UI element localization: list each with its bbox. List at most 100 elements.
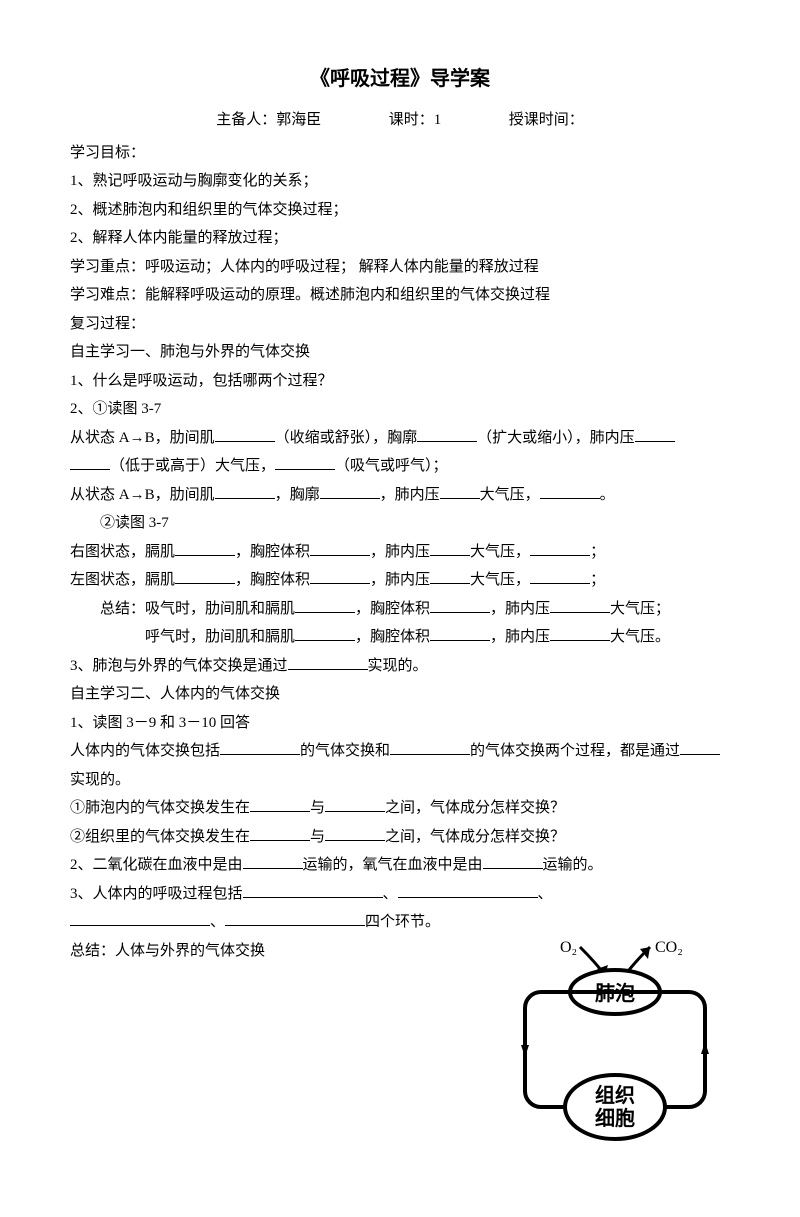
summary-inhale: 总结：吸气时，肋间肌和膈肌 ，胸腔体积 ，肺内压 大气压； — [70, 595, 730, 624]
text: 右图状态，膈肌 — [70, 544, 175, 560]
text: 与 — [310, 800, 325, 816]
text: 运输的。 — [543, 857, 603, 873]
svg-text:细胞: 细胞 — [595, 1106, 635, 1130]
question-1: 1、什么是呼吸运动，包括哪两个过程？ — [70, 367, 730, 396]
text: 大气压， — [480, 487, 540, 503]
text: 大气压， — [470, 572, 530, 588]
text: 实现的。 — [368, 658, 428, 674]
question-2a: 2、①读图 3-7 — [70, 395, 730, 424]
text: 四个环节。 — [365, 914, 440, 930]
blank — [243, 853, 303, 869]
text: （低于或高于）大气压， — [110, 458, 275, 474]
blank — [390, 739, 470, 755]
text: ②组织里的气体交换发生在 — [70, 829, 250, 845]
blank — [310, 540, 370, 556]
period: 1 — [434, 106, 442, 135]
blank — [175, 568, 235, 584]
text: 之间，气体成分怎样交换？ — [385, 800, 565, 816]
section-2-heading: 自主学习二、人体内的气体交换 — [70, 680, 730, 709]
text: （吸气或呼气）； — [335, 458, 448, 474]
blank — [680, 739, 720, 755]
blank — [215, 426, 275, 442]
text: 与 — [310, 829, 325, 845]
text: ，胸腔体积 — [355, 629, 430, 645]
blank — [550, 597, 610, 613]
text: 的气体交换和 — [300, 743, 390, 759]
goal-1: 1、熟记呼吸运动与胸廓变化的关系； — [70, 167, 730, 196]
blank — [220, 739, 300, 755]
period-label: 课时： — [389, 106, 434, 135]
blank — [430, 597, 490, 613]
text: 呼气时，肋间肌和膈肌 — [145, 629, 295, 645]
text: ； — [590, 544, 605, 560]
text: ，胸廓 — [275, 487, 320, 503]
text: ，肺内压 — [490, 601, 550, 617]
difficulties: 学习难点：能解释呼吸运动的原理。概述肺泡内和组织里的气体交换过程 — [70, 281, 730, 310]
text: ，胸腔体积 — [235, 572, 310, 588]
text: 2、二氧化碳在血液中是由 — [70, 857, 243, 873]
blank — [310, 568, 370, 584]
blank — [483, 853, 543, 869]
text: 左图状态，膈肌 — [70, 572, 175, 588]
page-title: 《呼吸过程》导学案 — [70, 60, 730, 98]
text: ①肺泡内的气体交换发生在 — [70, 800, 250, 816]
gas-exchange-diagram: O₂ CO₂ 肺泡 组织 细胞 — [500, 937, 730, 1158]
text: 大气压， — [470, 544, 530, 560]
blank — [215, 483, 275, 499]
blank — [417, 426, 477, 442]
blank — [430, 568, 470, 584]
blank — [430, 540, 470, 556]
text: 、 — [538, 886, 553, 902]
author-label: 主备人： — [216, 106, 276, 135]
question-4: 1、读图 3－9 和 3－10 回答 — [70, 709, 730, 738]
blank — [225, 910, 365, 926]
question-2d: ②读图 3-7 — [70, 509, 730, 538]
review-heading: 复习过程： — [70, 310, 730, 339]
text: ，胸腔体积 — [355, 601, 430, 617]
text: 之间，气体成分怎样交换？ — [385, 829, 565, 845]
text: ，肺内压 — [490, 629, 550, 645]
text: （收缩或舒张），胸廓 — [275, 430, 418, 446]
blank — [530, 568, 590, 584]
blank — [250, 825, 310, 841]
question-2f: 左图状态，膈肌 ，胸腔体积 ，肺内压 大气压， ； — [70, 566, 730, 595]
text: 、 — [383, 886, 398, 902]
text: 总结：吸气时，肋间肌和膈肌 — [100, 601, 295, 617]
time-label: 授课时间： — [509, 106, 584, 135]
question-2b-line2: （低于或高于）大气压， （吸气或呼气）； — [70, 452, 730, 481]
blank — [243, 882, 383, 898]
blank — [175, 540, 235, 556]
blank — [540, 483, 600, 499]
blank — [440, 483, 480, 499]
blank — [635, 426, 675, 442]
section-1-heading: 自主学习一、肺泡与外界的气体交换 — [70, 338, 730, 367]
question-3: 3、肺泡与外界的气体交换是通过 实现的。 — [70, 652, 730, 681]
text: 3、肺泡与外界的气体交换是通过 — [70, 658, 288, 674]
question-4a-line1: 人体内的气体交换包括的气体交换和的气体交换两个过程，都是通过 — [70, 737, 730, 766]
text: ； — [590, 572, 605, 588]
text: 大气压； — [610, 601, 670, 617]
blank — [275, 454, 335, 470]
text: （扩大或缩小），肺内压 — [477, 430, 635, 446]
question-2e: 右图状态，膈肌，胸腔体积，肺内压大气压，； — [70, 538, 730, 567]
question-6-line2: 、四个环节。 — [70, 908, 730, 937]
summary-exhale: 呼气时，肋间肌和膈肌，胸腔体积，肺内压大气压。 — [70, 623, 730, 652]
svg-text:组织: 组织 — [595, 1083, 635, 1107]
blank — [430, 625, 490, 641]
text: 人体内的气体交换包括 — [70, 743, 220, 759]
question-2b-line1: 从状态 A→B，肋间肌（收缩或舒张），胸廓（扩大或缩小），肺内压 — [70, 424, 730, 453]
o2-label: O₂ — [560, 939, 577, 956]
author: 郭海臣 — [276, 106, 321, 135]
text: ，肺内压 — [370, 572, 430, 588]
blank — [325, 796, 385, 812]
co2-label: CO₂ — [655, 939, 683, 956]
blank — [70, 910, 210, 926]
question-6-line1: 3、人体内的呼吸过程包括、、 — [70, 880, 730, 909]
text: ，肺内压 — [380, 487, 440, 503]
question-2c: 从状态 A→B，肋间肌，胸廓，肺内压大气压，。 — [70, 481, 730, 510]
key-points: 学习重点：呼吸运动；人体内的呼吸过程； 解释人体内能量的释放过程 — [70, 253, 730, 282]
question-5: 2、二氧化碳在血液中是由运输的，氧气在血液中是由运输的。 — [70, 851, 730, 880]
meta-row: 主备人：郭海臣 课时：1 授课时间： — [70, 106, 730, 135]
question-4c: ②组织里的气体交换发生在 与 之间，气体成分怎样交换？ — [70, 823, 730, 852]
blank — [250, 796, 310, 812]
